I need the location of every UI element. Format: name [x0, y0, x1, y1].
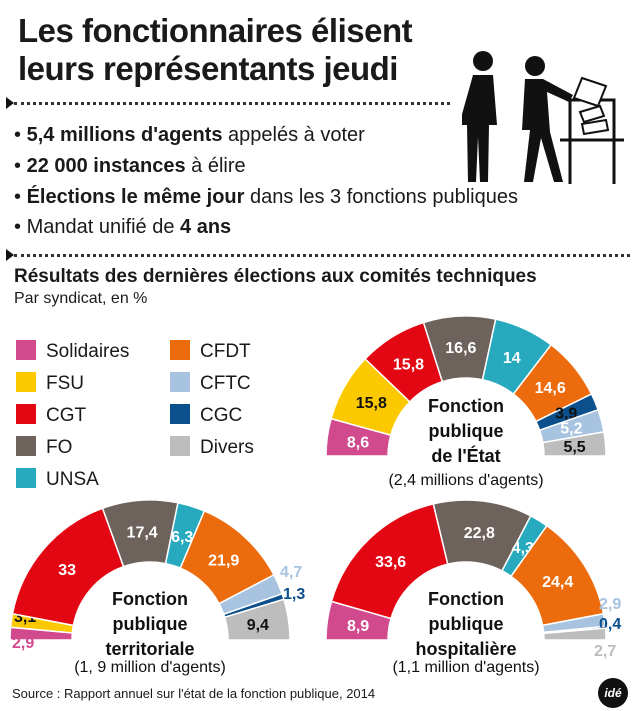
slice-territoriale-divers — [223, 598, 291, 641]
brand-logo: idé — [598, 678, 628, 708]
results-subtitle: Par syndicat, en % — [14, 290, 148, 307]
legend-item-cgt: CGT — [16, 404, 86, 427]
chart-title-hospitaliere: publique — [429, 614, 504, 634]
separator-middle — [14, 254, 630, 257]
data-label-etat-fsu: 15,8 — [356, 395, 387, 412]
chart-subtitle-territoriale: (1, 9 million d'agents) — [74, 659, 226, 676]
chart-subtitle-hospitaliere: (1,1 million d'agents) — [392, 659, 539, 676]
data-label-territoriale-divers: 9,4 — [247, 617, 269, 634]
chart-title-etat: Fonction — [428, 396, 504, 416]
chart-title-territoriale: publique — [113, 614, 188, 634]
data-label-hospitaliere-fo: 22,8 — [464, 525, 495, 542]
legend-swatch — [170, 372, 190, 392]
data-label-etat-cgc: 3,9 — [555, 405, 577, 422]
legend-item-fo: FO — [16, 436, 72, 459]
data-label-hospitaliere-cfdt: 24,4 — [542, 574, 573, 591]
separator-arrow-icon — [6, 97, 14, 109]
chart-title-hospitaliere: hospitalière — [415, 639, 516, 659]
legend-swatch — [170, 404, 190, 424]
chart-title-territoriale: territoriale — [105, 639, 194, 659]
data-label-hospitaliere-solidaires: 8,9 — [347, 618, 369, 635]
bullet-instances: • 22 000 instances à élire — [14, 155, 246, 177]
legend-swatch — [16, 436, 36, 456]
data-label-etat-fo: 16,6 — [445, 340, 476, 357]
source-note: Source : Rapport annuel sur l'état de la… — [12, 686, 376, 701]
chart-title-etat: de l'État — [431, 445, 500, 466]
data-label-territoriale-fo: 17,4 — [127, 524, 158, 541]
data-label-territoriale-cfdt: 21,9 — [208, 553, 239, 570]
data-label-etat-cfdt: 14,6 — [535, 380, 566, 397]
data-label-etat-solidaires: 8,6 — [347, 434, 369, 451]
data-label-hospitaliere-cftc: 2,9 — [599, 596, 621, 613]
data-label-territoriale-cgt: 33 — [58, 562, 76, 579]
bullet-agents: • 5,4 millions d'agents appelés à voter — [14, 124, 365, 146]
data-label-etat-cgt: 15,8 — [393, 356, 424, 373]
slice-hospitaliere-divers — [542, 627, 607, 641]
legend-item-fsu: FSU — [16, 372, 84, 395]
data-label-etat-divers: 5,5 — [563, 439, 585, 456]
legend-item-cfdt: CFDT — [170, 340, 251, 363]
results-title: Résultats des dernières élections aux co… — [14, 266, 537, 287]
slice-etat-divers — [541, 431, 607, 457]
separator-arrow-icon — [6, 249, 14, 261]
legend-swatch — [16, 404, 36, 424]
bullet-same-day: • Élections le même jour dans les 3 fonc… — [14, 186, 518, 208]
chart-subtitle-etat: (2,4 millions d'agents) — [388, 472, 543, 489]
separator-top — [14, 102, 450, 105]
legend-item-solidaires: Solidaires — [16, 340, 129, 363]
legend-item-cgc: CGC — [170, 404, 242, 427]
data-label-territoriale-cgc: 1,3 — [283, 586, 305, 603]
data-label-territoriale-cftc: 4,7 — [280, 564, 302, 581]
chart-title-hospitaliere: Fonction — [428, 589, 504, 609]
legend-swatch — [170, 436, 190, 456]
data-label-etat-cftc: 5,2 — [560, 421, 582, 438]
data-label-territoriale-unsa: 6,3 — [171, 529, 193, 546]
page-title: Les fonctionnaires élisent leurs représe… — [18, 12, 413, 87]
legend-swatch — [170, 340, 190, 360]
legend-swatch — [16, 340, 36, 360]
legend-item-unsa: UNSA — [16, 468, 99, 491]
data-label-etat-unsa: 14 — [503, 350, 521, 367]
legend-swatch — [16, 372, 36, 392]
legend-swatch — [16, 468, 36, 488]
data-label-territoriale-solidaires: 2,9 — [12, 635, 34, 652]
voters-illustration-icon — [462, 51, 624, 184]
data-label-hospitaliere-cgt: 33,6 — [375, 554, 406, 571]
legend-item-cftc: CFTC — [170, 372, 251, 395]
data-label-hospitaliere-divers: 2,7 — [594, 643, 616, 660]
bullet-mandate: • Mandat unifié de 4 ans — [14, 216, 232, 238]
chart-title-territoriale: Fonction — [112, 589, 188, 609]
legend-item-divers: Divers — [170, 436, 254, 459]
chart-title-etat: publique — [429, 421, 504, 441]
